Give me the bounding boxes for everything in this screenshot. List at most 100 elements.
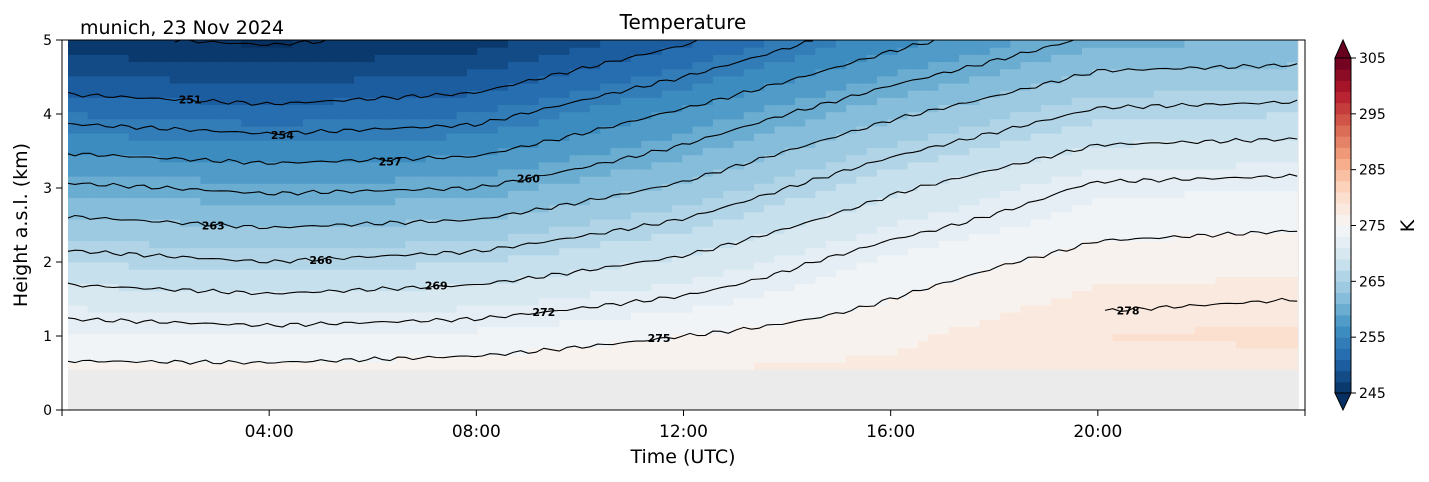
field-cell xyxy=(241,82,253,91)
field-cell xyxy=(179,82,191,91)
field-cell xyxy=(948,111,960,120)
field-cell xyxy=(569,211,581,220)
field-cell xyxy=(620,197,632,206)
field-cell xyxy=(692,197,704,206)
field-cell xyxy=(1040,312,1052,320)
field-cell xyxy=(466,54,478,63)
field-cell xyxy=(210,340,222,349)
field-cell xyxy=(1040,133,1052,141)
field-cell xyxy=(343,312,355,320)
field-cell xyxy=(1174,297,1186,306)
field-cell xyxy=(159,197,171,206)
field-cell xyxy=(108,312,120,320)
field-cell xyxy=(108,269,120,277)
field-cell xyxy=(77,104,89,113)
field-cell xyxy=(928,276,940,284)
field-cell xyxy=(569,104,581,113)
field-cell xyxy=(1010,118,1022,127)
field-cell xyxy=(518,211,530,220)
field-cell xyxy=(1081,47,1093,55)
field-cell xyxy=(671,261,683,270)
field-cell xyxy=(579,218,591,227)
field-cell xyxy=(313,147,325,156)
field-cell xyxy=(1153,183,1165,191)
field-cell xyxy=(630,125,642,134)
field-cell xyxy=(835,140,847,148)
field-cell xyxy=(384,276,396,284)
field-cell xyxy=(302,161,314,170)
field-cell xyxy=(251,97,263,106)
field-cell xyxy=(661,218,673,227)
field-cell xyxy=(610,140,622,148)
field-cell xyxy=(958,75,970,84)
field-cell xyxy=(733,340,745,349)
field-cell xyxy=(456,226,468,234)
field-cell xyxy=(179,354,191,363)
field-cell xyxy=(97,233,109,242)
field-cell xyxy=(723,204,735,213)
field-cell xyxy=(579,118,591,127)
field-cell xyxy=(1081,125,1093,134)
field-cell xyxy=(1040,104,1052,113)
field-cell xyxy=(723,97,735,106)
field-cell xyxy=(1092,82,1104,91)
field-cell xyxy=(497,133,509,141)
field-cell xyxy=(887,176,899,184)
field-cell xyxy=(272,362,284,370)
field-cell xyxy=(405,111,417,120)
field-cell xyxy=(1081,226,1093,234)
field-cell xyxy=(1040,233,1052,242)
field-cell xyxy=(405,147,417,156)
field-cell xyxy=(1163,168,1175,177)
field-cell xyxy=(118,326,130,335)
field-cell xyxy=(179,61,191,70)
field-cell xyxy=(559,261,571,270)
field-cell xyxy=(928,111,940,120)
field-cell xyxy=(661,204,673,213)
field-cell xyxy=(210,276,222,284)
field-cell xyxy=(1163,211,1175,220)
field-cell xyxy=(487,269,499,277)
field-cell xyxy=(671,125,683,134)
field-cell xyxy=(108,118,120,127)
field-cell xyxy=(1092,304,1104,313)
field-cell xyxy=(497,68,509,77)
field-cell xyxy=(436,125,448,134)
field-cell xyxy=(651,283,663,292)
field-cell xyxy=(825,61,837,70)
field-cell xyxy=(507,97,519,106)
field-cell xyxy=(169,90,181,98)
field-cell xyxy=(897,40,909,48)
field-cell xyxy=(456,254,468,263)
field-cell xyxy=(825,147,837,156)
field-cell xyxy=(364,197,376,206)
field-cell xyxy=(343,68,355,77)
field-cell xyxy=(302,290,314,299)
field-cell xyxy=(282,82,294,91)
field-cell xyxy=(384,147,396,156)
field-cell xyxy=(733,290,745,299)
field-cell xyxy=(1081,82,1093,91)
field-cell xyxy=(907,226,919,234)
field-cell xyxy=(497,312,509,320)
field-cell xyxy=(579,61,591,70)
field-cell xyxy=(1143,340,1155,349)
field-cell xyxy=(518,54,530,63)
field-cell xyxy=(805,312,817,320)
field-cell xyxy=(794,240,806,249)
field-cell xyxy=(395,154,407,163)
field-cell xyxy=(589,347,601,356)
field-cell xyxy=(323,168,335,177)
field-cell xyxy=(784,90,796,98)
field-cell xyxy=(384,82,396,91)
field-cell xyxy=(548,226,560,234)
field-cell xyxy=(477,125,489,134)
field-cell xyxy=(323,290,335,299)
field-cell xyxy=(825,197,837,206)
field-cell xyxy=(928,197,940,206)
field-cell xyxy=(805,104,817,113)
field-cell xyxy=(1092,319,1104,327)
field-cell xyxy=(723,247,735,256)
field-cell xyxy=(1051,133,1063,141)
field-cell xyxy=(723,133,735,141)
